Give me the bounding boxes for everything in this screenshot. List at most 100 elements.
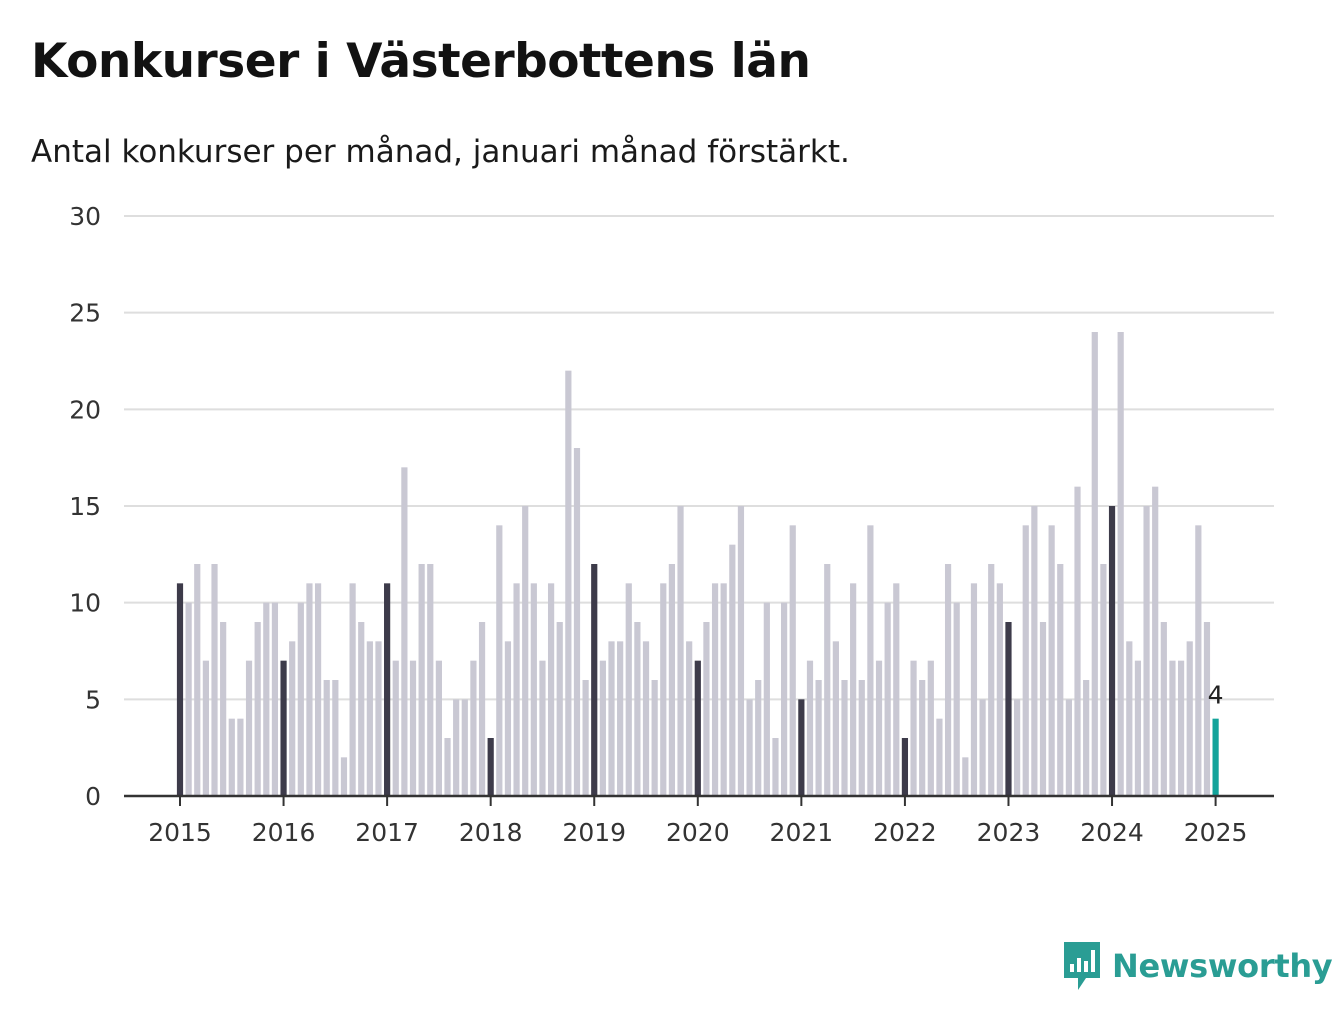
bar-2020-06	[737, 506, 745, 796]
bar-2021-12	[893, 583, 900, 796]
bar-2022-03	[919, 680, 926, 796]
bar-2017-12	[478, 622, 486, 796]
bar-2015-03	[194, 564, 201, 796]
bar-2019-11	[677, 506, 684, 796]
bar-2021-04	[824, 564, 831, 796]
bar-2021-06	[841, 680, 848, 796]
bar-2015-10	[254, 622, 261, 796]
bar-2021-05	[832, 641, 839, 796]
bar-2021-02	[806, 660, 814, 796]
bar-2020-09	[763, 602, 770, 796]
bar-2019-12	[686, 641, 693, 796]
bar-2025-01	[1212, 718, 1219, 796]
bar-2022-04	[927, 660, 934, 796]
bar-2024-01	[1108, 506, 1116, 796]
bar-2020-01	[694, 660, 701, 796]
bar-2023-08	[1065, 699, 1072, 796]
bar-2018-05	[522, 506, 529, 796]
bar-2019-06	[634, 622, 641, 796]
bar-2024-08	[1169, 660, 1176, 796]
bar-2022-07	[953, 602, 960, 796]
bar-2016-07	[332, 680, 339, 796]
x-tick-label: 2023	[977, 818, 1041, 847]
bar-2016-11	[366, 641, 373, 796]
bar-2015-06	[220, 622, 227, 796]
y-tick-label: 25	[69, 299, 101, 328]
bar-2015-12	[271, 602, 279, 796]
bar-2024-02	[1117, 332, 1124, 796]
bar-2024-11	[1195, 525, 1202, 796]
x-axis: 2015 2016 2017 2018 2019 2020 2021 2022 2023 2024…	[124, 794, 1274, 847]
bar-2024-03	[1126, 641, 1133, 796]
bar-2022-09	[970, 583, 978, 796]
data-label-latest: 4	[1208, 681, 1224, 710]
bar-2023-05	[1039, 622, 1047, 796]
x-tick-label: 2015	[148, 818, 212, 847]
x-tick-label: 2022	[873, 818, 937, 847]
bar-2021-03	[815, 680, 822, 796]
bar-2024-09	[1177, 660, 1185, 796]
x-tick-label: 2021	[770, 818, 834, 847]
bar-2018-08	[547, 583, 555, 796]
bar-2023-02	[1014, 699, 1021, 796]
bar-2016-09	[349, 583, 356, 796]
bar-2018-04	[513, 583, 520, 796]
bar-2019-05	[625, 583, 632, 796]
bar-2019-04	[617, 641, 624, 796]
bar-2016-12	[375, 641, 382, 796]
bar-2023-04	[1031, 506, 1038, 796]
bar-2018-06	[530, 583, 537, 796]
bar-2017-05	[418, 564, 425, 796]
bar-2022-02	[910, 660, 917, 796]
bar-2017-10	[461, 699, 468, 796]
bar-2015-07	[228, 718, 235, 796]
bar-2017-07	[435, 660, 442, 796]
bar-2018-03	[504, 641, 512, 796]
bar-2020-05	[729, 544, 736, 796]
bar-2018-07	[539, 660, 546, 796]
chart-title: Konkurser i Västerbottens län	[31, 34, 811, 89]
bar-2022-10	[979, 699, 986, 796]
bar-2022-12	[996, 583, 1003, 796]
bar-2023-09	[1074, 486, 1081, 796]
bar-2017-01	[384, 583, 391, 796]
x-tick-label: 2020	[666, 818, 730, 847]
bar-2016-06	[323, 680, 330, 796]
bar-2018-10	[565, 370, 572, 796]
bars	[176, 332, 1219, 796]
y-tick-label: 0	[85, 782, 101, 811]
bar-2023-12	[1100, 564, 1107, 796]
y-tick-label: 15	[69, 492, 101, 521]
bar-2016-03	[297, 602, 304, 796]
bar-2019-03	[608, 641, 615, 796]
bar-2020-03	[711, 583, 719, 796]
bar-2024-12	[1203, 622, 1211, 796]
brand-name: Newsworthy	[1112, 947, 1333, 985]
bar-2021-08	[858, 680, 865, 796]
bar-2019-08	[651, 680, 658, 796]
bar-2015-05	[211, 564, 218, 796]
bar-2016-08	[340, 757, 348, 796]
x-tick-label: 2019	[562, 818, 626, 847]
y-axis: 0 5 10 15 20 25 30	[69, 202, 101, 811]
y-tick-label: 5	[85, 685, 101, 714]
newsworthy-logo: Newsworthy	[1062, 940, 1333, 992]
bar-2023-06	[1048, 525, 1055, 796]
bar-2018-02	[496, 525, 503, 796]
x-tick-label: 2016	[252, 818, 316, 847]
bar-2020-11	[781, 602, 788, 796]
bar-2020-12	[789, 525, 796, 796]
bar-2017-03	[401, 467, 408, 796]
bar-2024-10	[1186, 641, 1193, 796]
bar-2021-07	[850, 583, 857, 796]
bar-2019-09	[660, 583, 667, 796]
bar-2016-10	[358, 622, 365, 796]
bar-2020-08	[755, 680, 762, 796]
bar-2016-01	[280, 660, 287, 796]
bar-2022-11	[988, 564, 995, 796]
bar-2024-04	[1134, 660, 1142, 796]
bar-2018-01	[487, 738, 494, 796]
bar-2020-07	[746, 699, 753, 796]
bar-2020-04	[720, 583, 727, 796]
